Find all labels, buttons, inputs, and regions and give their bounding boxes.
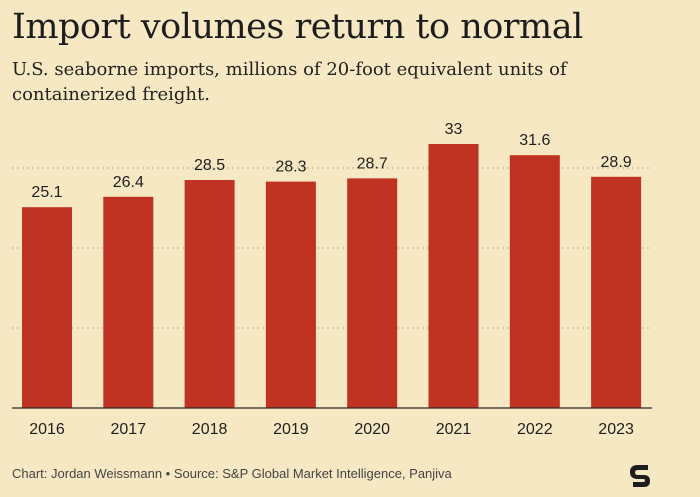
x-tick-2017: 2017 (111, 421, 147, 438)
chart-source-credit: Chart: Jordan Weissmann • Source: S&P Gl… (12, 466, 452, 481)
bar-chart: 25.1 2016 26.4 2017 28.5 2018 28.3 2019 28.7 2020… (12, 121, 652, 438)
x-tick-2018: 2018 (192, 421, 228, 438)
data-label-2023: 28.9 (601, 154, 632, 171)
x-tick-2023: 2023 (598, 421, 634, 438)
semafor-logo-icon (630, 465, 650, 487)
x-tick-2019: 2019 (273, 421, 309, 438)
bar-2021 (428, 144, 479, 408)
data-label-2016: 25.1 (31, 184, 62, 201)
data-label-2021: 33 (445, 121, 463, 138)
bar-2022 (509, 155, 560, 408)
bar-2020 (347, 178, 398, 408)
chart-title: Import volumes return to normal (12, 7, 583, 47)
data-label-2018: 28.5 (194, 157, 225, 174)
x-tick-2020: 2020 (354, 421, 390, 438)
data-label-2017: 26.4 (113, 174, 144, 191)
bar-2018 (184, 180, 235, 408)
bar-2023 (591, 176, 642, 408)
x-tick-2022: 2022 (517, 421, 553, 438)
x-tick-2021: 2021 (436, 421, 472, 438)
bar-2017 (103, 196, 154, 408)
x-tick-2016: 2016 (29, 421, 65, 438)
bar-2019 (265, 181, 316, 408)
data-label-2020: 28.7 (357, 155, 388, 172)
bar-2016 (22, 207, 72, 408)
data-label-2022: 31.6 (519, 132, 550, 149)
chart-subtitle: U.S. seaborne imports, millions of 20-fo… (12, 59, 567, 105)
data-label-2019: 28.3 (275, 159, 306, 176)
